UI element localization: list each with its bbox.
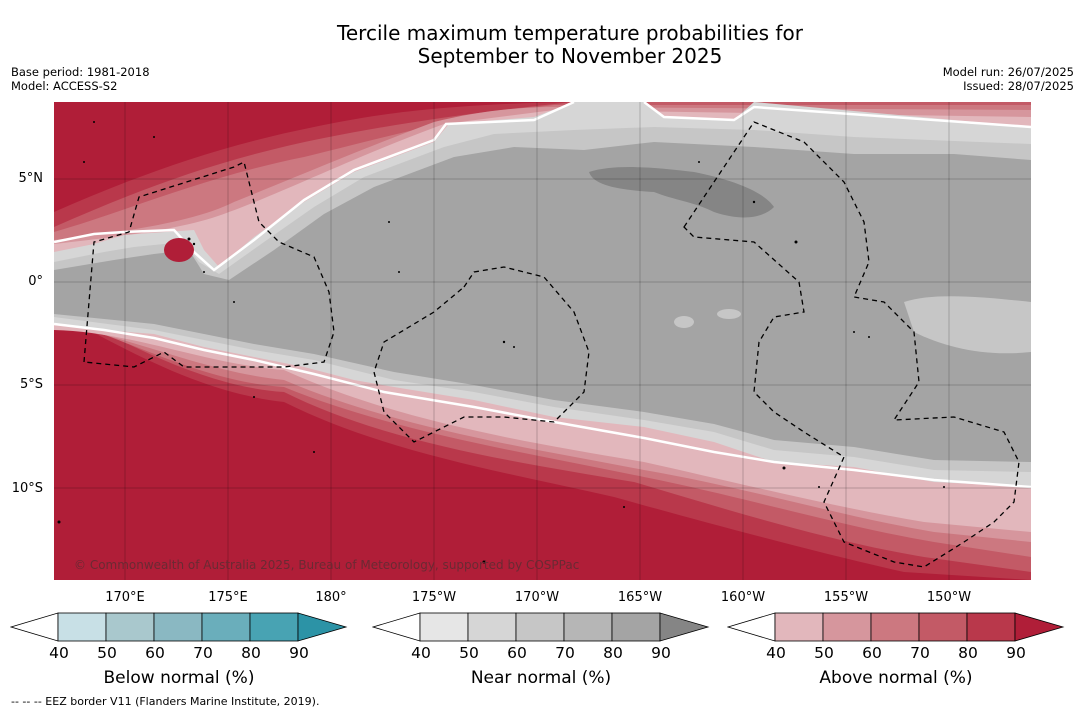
colorbar-swatch [966,612,1016,642]
cb-above-tick-60: 60 [862,644,882,662]
near-normal-80-region [589,167,774,218]
tercile-boundary-south [54,322,1031,489]
colorbar-extend-low [10,612,59,642]
colorbar-swatch [918,612,968,642]
issued-date: Issued: 28/07/2025 [963,79,1074,93]
colorbar-swatch [249,612,299,642]
lon-label-170w: 170°W [514,590,560,605]
cb-below-tick-60: 60 [145,644,165,662]
lon-label-180: 180° [315,590,347,605]
island-markers [57,121,945,564]
colorbar-swatch [57,612,107,642]
colorbar-swatch [611,612,661,642]
cb-below-tick-90: 90 [289,644,309,662]
colorbar-swatch [419,612,469,642]
meta-right: Model run: 26/07/2025 Issued: 28/07/2025 [943,65,1074,93]
colorbar-swatch [774,612,824,642]
above-normal-hotspot [164,238,194,262]
cb-near-tick-60: 60 [507,644,527,662]
colorbar-near-normal-swatches [372,612,710,642]
base-period: Base period: 1981-2018 [11,65,150,79]
colorbar-below-normal [10,612,348,642]
title-line-1: Tercile maximum temperature probabilitie… [337,21,803,45]
colorbar-above-normal [727,612,1065,642]
cb-above-tick-80: 80 [958,644,978,662]
model-name: Model: ACCESS-S2 [11,79,118,93]
colorbar-swatch [201,612,251,642]
cb-near-tick-80: 80 [603,644,623,662]
probability-map [54,102,1031,580]
lon-label-160w: 160°W [720,590,766,605]
colorbar-swatch [467,612,517,642]
colorbar-above-normal-swatches [727,612,1065,642]
cb-near-title: Near normal (%) [470,668,612,688]
lon-label-175w: 175°W [411,590,457,605]
eez-borders [83,121,1020,568]
lon-label-175e: 175°E [208,590,248,605]
lat-label-5n: 5°N [18,171,44,186]
tercile-boundary-north [54,102,1031,272]
lon-label-155w: 155°W [823,590,869,605]
title-line-2: September to November 2025 [417,44,723,68]
cb-near-tick-90: 90 [651,644,671,662]
cb-above-title: Above normal (%) [819,668,973,688]
lon-label-165w: 165°W [617,590,663,605]
cb-near-tick-40: 40 [411,644,431,662]
colorbar-extend-low [372,612,421,642]
near-normal-60-patch-small-2 [717,309,741,319]
cb-below-tick-80: 80 [241,644,261,662]
colorbar-swatch [822,612,872,642]
colorbar-extend-high [659,612,710,642]
model-run: Model run: 26/07/2025 [942,65,1074,79]
cb-below-tick-70: 70 [193,644,213,662]
colorbar-extend-high [297,612,348,642]
colorbar-near-normal [372,612,710,642]
colorbar-extend-high [1014,612,1065,642]
cb-above-tick-40: 40 [766,644,786,662]
colorbar-extend-low [727,612,776,642]
eez-footnote: -- -- -- EEZ border V11 (Flanders Marine… [11,695,320,708]
cb-above-tick-90: 90 [1006,644,1026,662]
colorbar-swatch [105,612,155,642]
colorbar-swatch [153,612,203,642]
cb-near-tick-70: 70 [555,644,575,662]
lon-label-150w: 150°W [926,590,972,605]
cb-above-tick-70: 70 [910,644,930,662]
colorbar-swatch [515,612,565,642]
graticule [54,102,1031,580]
copyright-notice: © Commonwealth of Australia 2025, Bureau… [74,558,580,572]
meta-left: Base period: 1981-2018 Model: ACCESS-S2 [11,65,150,93]
colorbar-below-normal-swatches [10,612,348,642]
cb-below-title: Below normal (%) [103,668,255,688]
near-normal-70-region [54,142,1031,462]
cb-near-tick-50: 50 [459,644,479,662]
lat-label-0: 0° [28,274,43,289]
map-title: Tercile maximum temperature probabilitie… [0,22,1085,68]
near-normal-60-patch-east [904,296,1031,354]
lat-label-5s: 5°S [19,377,43,392]
cb-above-tick-50: 50 [814,644,834,662]
cb-below-tick-40: 40 [49,644,69,662]
colorbar-swatch [870,612,920,642]
lat-label-10s: 10°S [11,481,43,496]
cb-below-tick-50: 50 [97,644,117,662]
colorbar-swatch [563,612,613,642]
near-normal-60-patch-small [674,316,694,328]
lon-label-170e: 170°E [105,590,145,605]
